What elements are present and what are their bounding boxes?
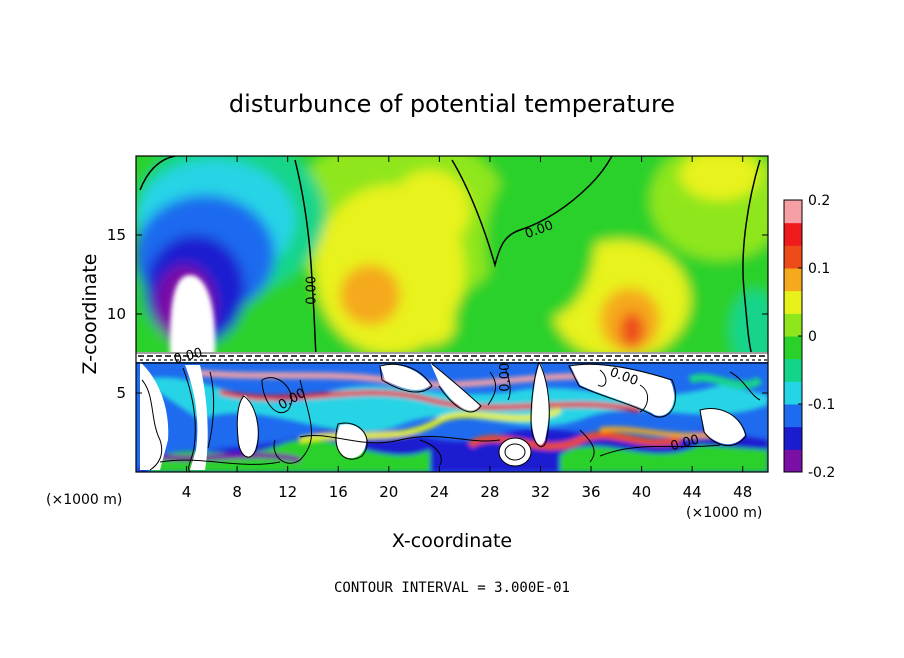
colorbar-swatch (784, 381, 802, 405)
x-axis-label: X-coordinate (392, 530, 512, 552)
x-tick-label: 40 (632, 483, 651, 501)
colorbar-swatch (784, 245, 802, 269)
x-tick-label: 8 (232, 483, 242, 501)
contour-interval: CONTOUR INTERVAL = 3.000E-01 (334, 580, 570, 596)
upper-field (136, 156, 768, 360)
x-tick-label: 36 (581, 483, 600, 501)
colorbar-swatch (784, 426, 802, 450)
plot-area: 0.000.000.000.000.00 0.000.00 (135, 155, 769, 473)
x-unit-label-left: (×1000 m) (46, 492, 122, 508)
colorbar-tick-label: -0.1 (808, 397, 835, 413)
contour-label: 0.00 (172, 345, 204, 367)
x-tick-label: 4 (182, 483, 192, 501)
colorbar-swatch (784, 290, 802, 314)
colorbar-tick-label: -0.2 (808, 465, 835, 481)
contour-label: 0.00 (304, 276, 319, 305)
y-axis-label: Z-coordinate (79, 254, 101, 375)
colorbar-tick-label: 0 (808, 329, 817, 345)
colorbar: 0.2 0.1 0 -0.1 -0.2 (783, 193, 835, 481)
x-tick-label: 12 (278, 483, 297, 501)
colorbar-swatch (784, 449, 802, 473)
x-tick-label: 48 (733, 483, 752, 501)
colorbar-swatch (784, 313, 802, 337)
chart-title: disturbunce of potential temperature (229, 90, 675, 118)
z-tick-label: 15 (107, 226, 126, 244)
z-tick-label: 10 (107, 305, 126, 323)
x-axis: 4 8 12 16 20 24 28 32 36 40 44 48 (182, 156, 752, 501)
colorbar-tick-label: 0.1 (808, 261, 830, 277)
x-tick-label: 28 (480, 483, 499, 501)
z-axis: 5 10 15 (107, 226, 768, 402)
colorbar-tick-label: 0.2 (808, 193, 830, 209)
contour-label: 0.00 (669, 432, 701, 454)
x-tick-label: 32 (531, 483, 550, 501)
colorbar-swatch (784, 200, 802, 224)
interface-band (136, 352, 768, 364)
colorbar-swatch (784, 404, 802, 428)
x-tick-label: 24 (430, 483, 449, 501)
colorbar-swatch (784, 222, 802, 246)
x-tick-label: 44 (683, 483, 702, 501)
lower-field (136, 360, 768, 472)
x-unit-label-right: (×1000 m) (686, 505, 762, 521)
x-tick-label: 16 (329, 483, 348, 501)
contour-label: 0.00 (498, 363, 513, 392)
colorbar-swatch (784, 336, 802, 360)
x-tick-label: 20 (379, 483, 398, 501)
z-tick-label: 5 (116, 384, 126, 402)
colorbar-swatch (784, 268, 802, 292)
colorbar-swatch (784, 358, 802, 382)
